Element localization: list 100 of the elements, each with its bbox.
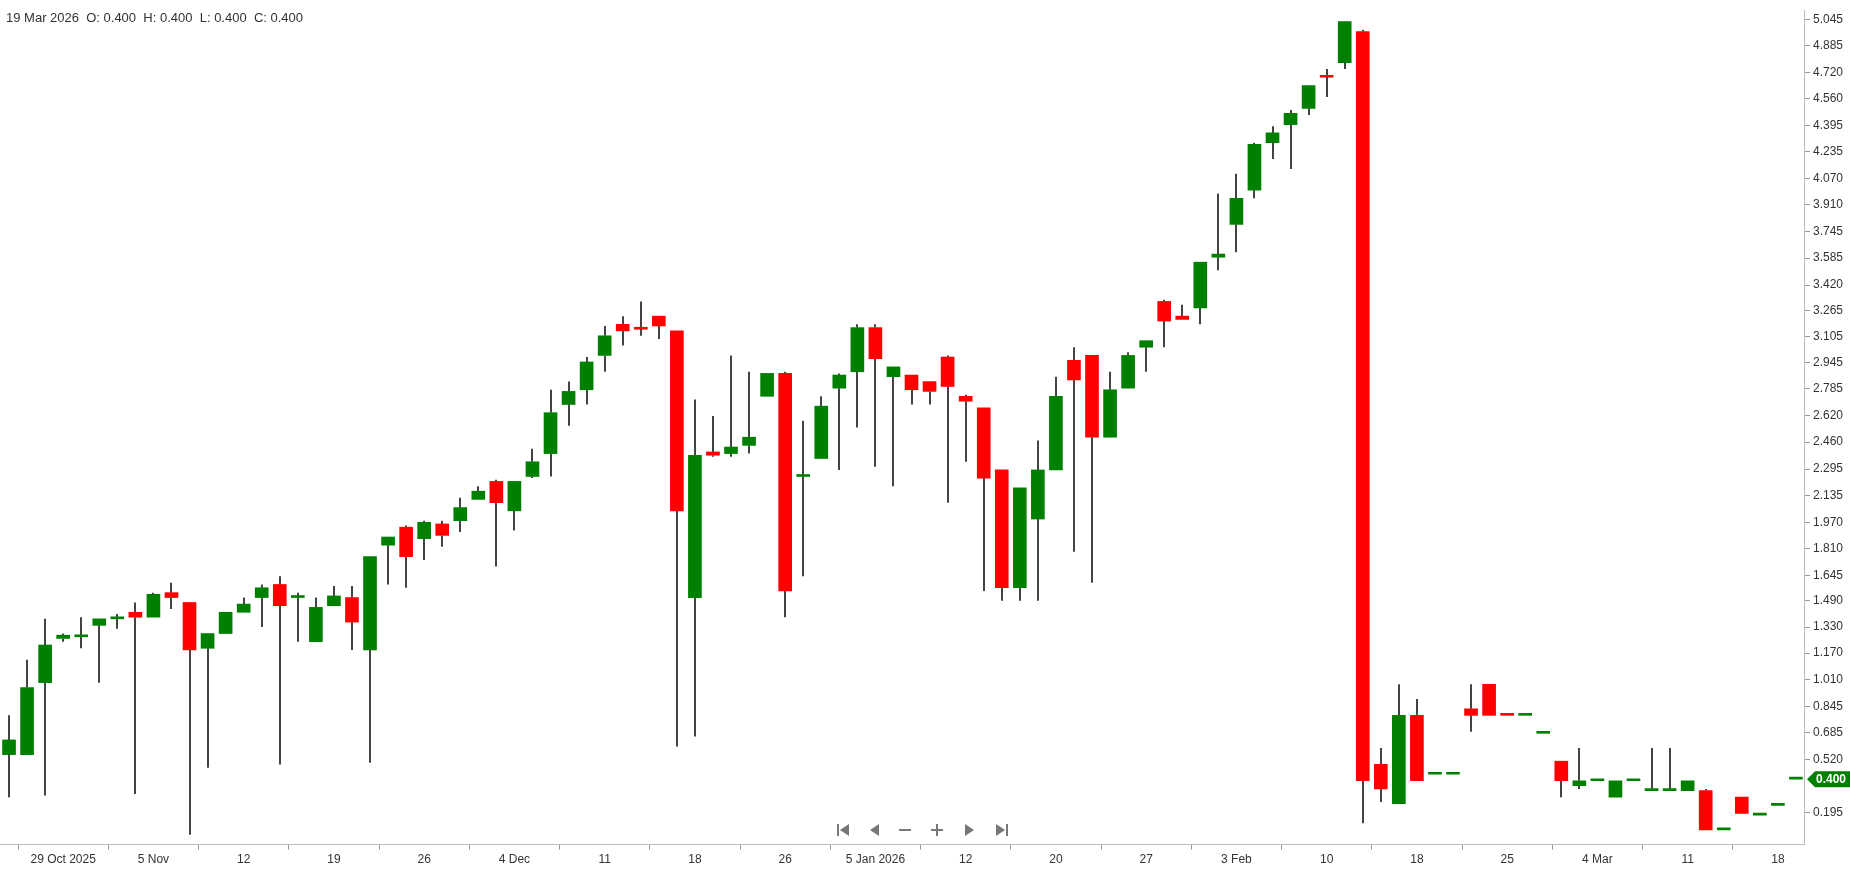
candlestick xyxy=(1337,21,1352,71)
y-tick-label: 3.910 xyxy=(1812,197,1844,212)
y-tick-label: 2.945 xyxy=(1812,355,1844,370)
candlestick xyxy=(345,585,359,651)
candlestick xyxy=(1301,85,1316,116)
y-tick-label: 4.720 xyxy=(1812,64,1844,79)
y-tick-label: 0.685 xyxy=(1812,724,1844,739)
x-tick-label: 10 xyxy=(1319,852,1334,867)
candlestick xyxy=(2,714,16,799)
y-tick-label: 3.105 xyxy=(1812,328,1844,343)
x-tick-label: 18 xyxy=(688,852,702,867)
y-tick-label: 3.585 xyxy=(1812,250,1844,265)
y-tick-label: 1.170 xyxy=(1812,645,1844,660)
y-tick-label: 3.265 xyxy=(1812,302,1844,317)
candlestick xyxy=(200,633,215,769)
x-tick-label: 18 xyxy=(1771,852,1785,867)
y-tick-label: 3.420 xyxy=(1812,277,1844,292)
candlestick xyxy=(1265,125,1280,161)
candlestick xyxy=(1373,747,1388,804)
x-tick-label: 5 Nov xyxy=(137,852,170,867)
candlestick xyxy=(236,596,251,613)
x-tick-label: 27 xyxy=(1139,852,1154,867)
candlestick xyxy=(994,469,1009,602)
candlestick xyxy=(922,381,937,406)
candlestick xyxy=(868,323,883,468)
y-tick-label: 1.330 xyxy=(1812,619,1844,634)
candlestick xyxy=(74,616,89,650)
x-tick-label: 11 xyxy=(598,852,612,867)
candlestick xyxy=(651,315,666,341)
candlestick xyxy=(633,300,648,337)
y-tick-label: 0.845 xyxy=(1812,698,1844,713)
candlestick xyxy=(453,496,468,534)
candlestick xyxy=(886,366,901,488)
candlestick xyxy=(417,519,431,561)
candlestick xyxy=(20,658,34,755)
y-tick-label: 0.520 xyxy=(1812,751,1844,766)
candlestick xyxy=(597,324,612,373)
candlestick xyxy=(543,388,558,478)
y-tick-label: 4.070 xyxy=(1812,171,1844,186)
x-tick-label: 3 Feb xyxy=(1221,852,1253,867)
y-tick-label: 0.195 xyxy=(1812,805,1844,820)
candlestick xyxy=(182,602,197,836)
candlestick xyxy=(958,393,973,463)
x-tick-label: 12 xyxy=(236,852,251,867)
candlestick xyxy=(128,601,143,795)
candlestick xyxy=(1392,683,1406,805)
candlestick xyxy=(1662,747,1677,791)
x-tick-label: 18 xyxy=(1410,852,1424,867)
x-tick-label: 4 Mar xyxy=(1582,852,1613,867)
x-tick-label: 20 xyxy=(1049,852,1063,867)
candlestick xyxy=(1211,192,1226,272)
candlestick xyxy=(670,330,684,748)
candlestick xyxy=(1572,747,1587,790)
text: 0.400 xyxy=(1815,772,1847,787)
candlestick xyxy=(615,315,630,347)
candlestick xyxy=(471,485,486,500)
candlestick xyxy=(904,374,919,406)
candlestick xyxy=(327,585,341,607)
candlestick xyxy=(1103,370,1117,438)
candlestick xyxy=(814,395,829,459)
candlestick xyxy=(272,575,287,766)
y-tick-label: 3.745 xyxy=(1812,224,1844,239)
x-tick-label: 11 xyxy=(1681,852,1695,867)
candlestick xyxy=(1247,141,1262,200)
candlestick xyxy=(778,370,792,619)
candlestick xyxy=(1031,439,1045,602)
candlestick xyxy=(724,354,738,458)
x-tick-label: 25 xyxy=(1500,852,1515,867)
candlestick xyxy=(850,323,865,429)
x-tick-label: 26 xyxy=(778,852,793,867)
candlestick xyxy=(1012,487,1027,602)
candlestick xyxy=(435,519,450,548)
candlestick xyxy=(309,596,323,643)
candlestick xyxy=(1283,109,1298,170)
x-tick-label: 12 xyxy=(958,852,973,867)
candlestick xyxy=(1175,303,1190,320)
candlestick xyxy=(561,380,576,427)
y-tick-label: 1.810 xyxy=(1812,540,1844,555)
candlestick xyxy=(796,419,811,578)
y-tick-label: 2.785 xyxy=(1812,381,1844,396)
candlestick xyxy=(940,356,955,504)
x-tick-label: 19 xyxy=(327,852,341,867)
y-tick-label: 1.645 xyxy=(1812,567,1844,582)
candlestick xyxy=(254,583,269,628)
candlestick xyxy=(92,618,107,684)
candlestick xyxy=(688,398,702,738)
candlestick xyxy=(110,612,125,630)
candlestick xyxy=(1410,697,1424,782)
y-tick-label: 2.135 xyxy=(1812,487,1844,502)
candlestick xyxy=(381,536,395,586)
candlestick xyxy=(489,478,504,568)
x-tick-label: 26 xyxy=(417,852,432,867)
candlestick xyxy=(1157,298,1172,349)
candlestick xyxy=(1139,340,1153,373)
candlestick xyxy=(1049,375,1063,471)
chart-title: 19 Mar 2026 O: 0.400 H: 0.400 L: 0.400 C: 0.400 xyxy=(6,9,304,25)
candlestick xyxy=(399,524,413,589)
candlestick xyxy=(1644,747,1659,791)
candlestick xyxy=(1085,355,1099,584)
candlestick xyxy=(1067,346,1081,553)
